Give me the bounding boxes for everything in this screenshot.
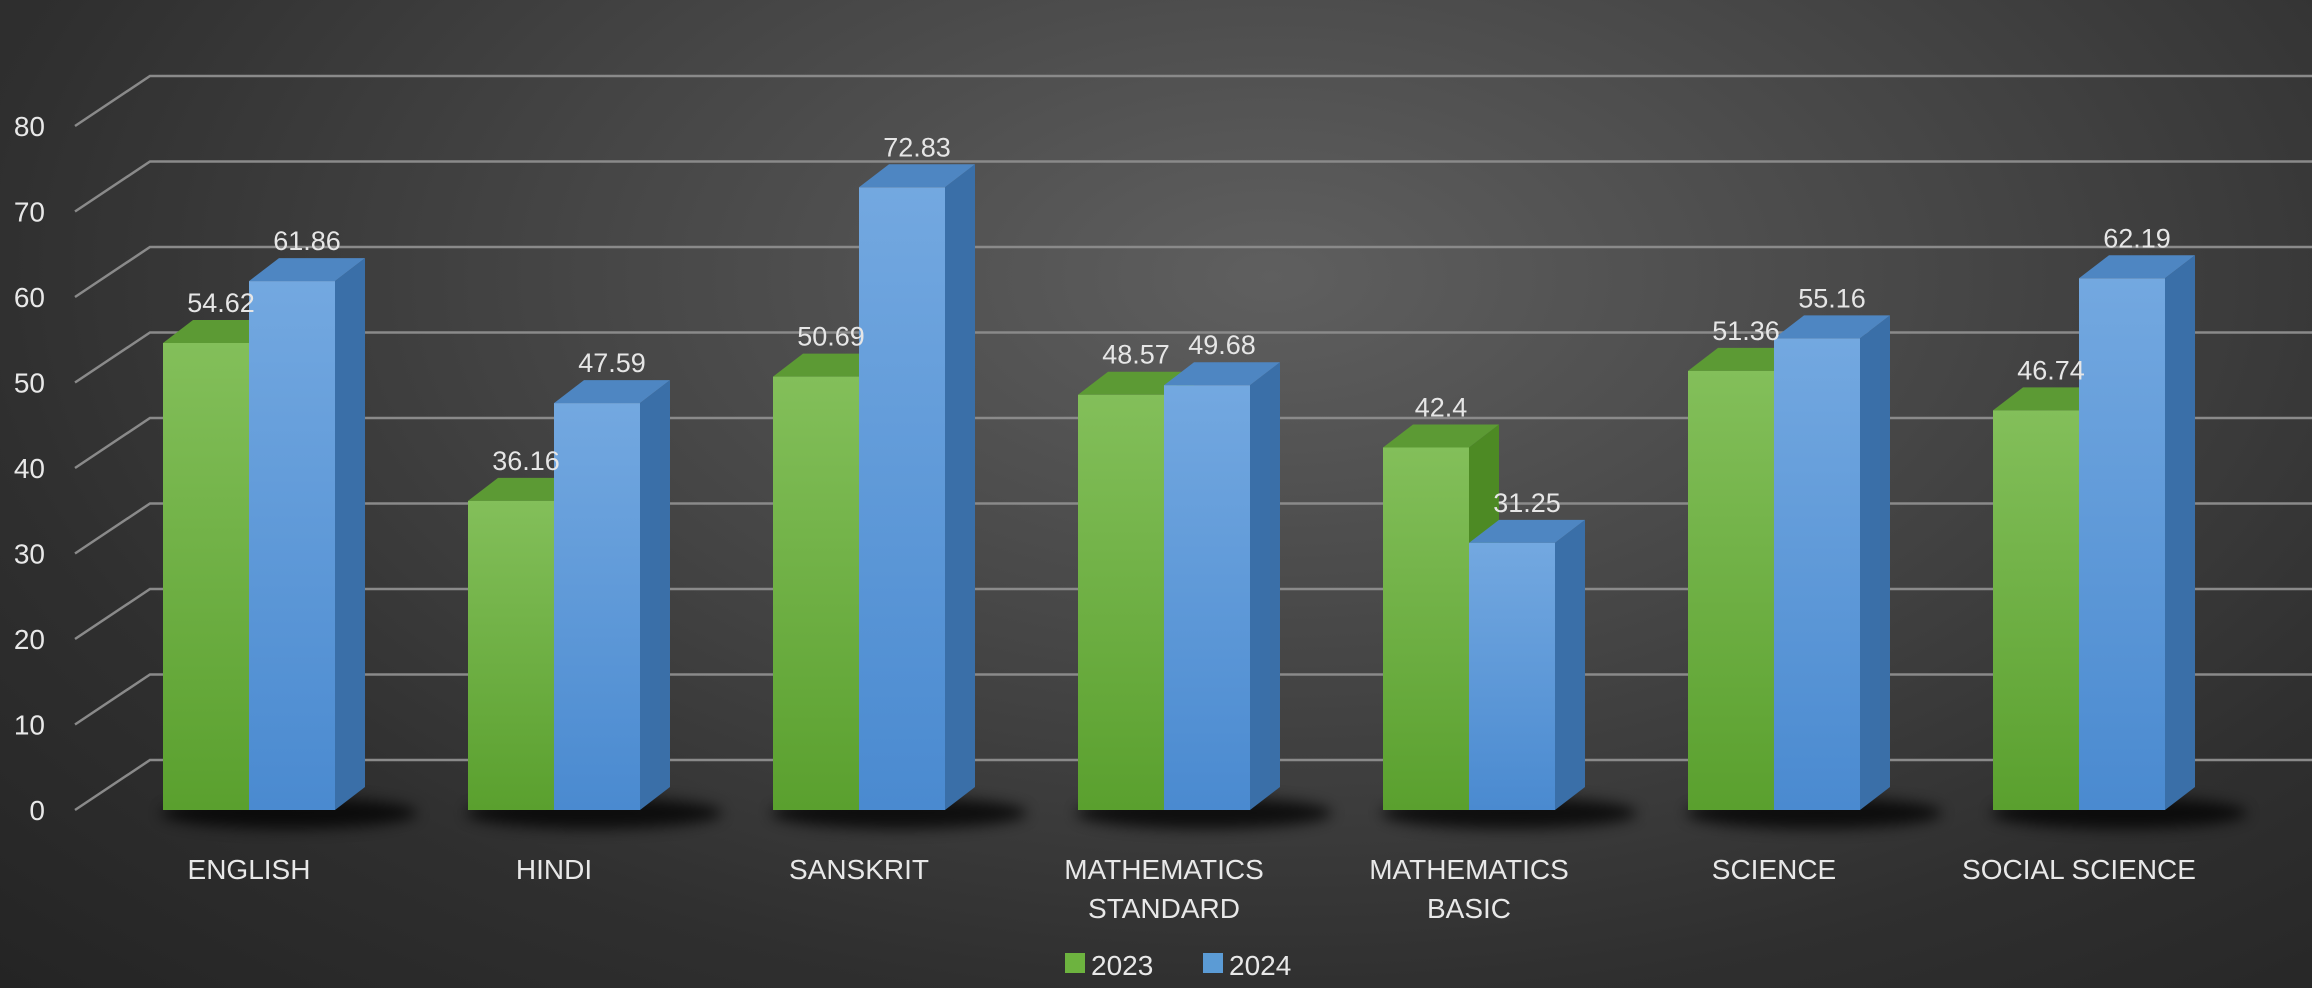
x-tick-label: MATHEMATICS xyxy=(1369,854,1569,885)
bar-top xyxy=(1164,362,1280,386)
bar xyxy=(249,258,365,810)
bar-side xyxy=(1250,362,1280,810)
bar-front xyxy=(1078,394,1164,810)
gridline xyxy=(74,587,2312,641)
gridline xyxy=(74,331,2312,384)
bar-front xyxy=(1993,410,2079,810)
gridline xyxy=(74,416,2312,470)
bar-front xyxy=(1469,542,1555,810)
legend-swatch xyxy=(1203,953,1223,973)
data-label: 36.16 xyxy=(492,446,560,476)
x-tick-label: ENGLISH xyxy=(188,854,311,885)
data-label: 62.19 xyxy=(2103,223,2171,253)
data-label: 51.36 xyxy=(1712,316,1780,346)
bar xyxy=(859,164,975,811)
bar-front xyxy=(859,187,945,811)
x-tick-label: HINDI xyxy=(516,854,592,885)
gridline xyxy=(74,160,2312,213)
y-tick-label: 10 xyxy=(14,710,45,741)
y-tick-label: 60 xyxy=(14,282,45,313)
bar-side xyxy=(1555,519,1585,810)
legend-label: 2024 xyxy=(1229,950,1291,981)
data-label: 42.4 xyxy=(1415,392,1468,422)
bar-front xyxy=(1688,370,1774,810)
gridline xyxy=(74,502,2312,555)
bar-top xyxy=(859,164,975,188)
gridline xyxy=(74,673,2312,726)
bar-front xyxy=(2079,278,2165,810)
data-label: 50.69 xyxy=(797,322,865,352)
data-label: 72.83 xyxy=(883,132,951,162)
data-label: 61.86 xyxy=(273,226,341,256)
y-tick-label: 30 xyxy=(14,539,45,570)
bar-front xyxy=(1164,385,1250,810)
data-label: 49.68 xyxy=(1188,330,1256,360)
x-tick-label: MATHEMATICS xyxy=(1064,854,1264,885)
legend-item: 2024 xyxy=(1203,950,1291,981)
bar-side xyxy=(2165,255,2195,810)
y-tick-label: 80 xyxy=(14,111,45,142)
bar-front xyxy=(163,342,249,810)
x-tick-label: STANDARD xyxy=(1088,893,1240,924)
gridline xyxy=(74,245,2312,299)
data-label: 55.16 xyxy=(1798,283,1866,313)
bar xyxy=(1469,519,1585,810)
bar xyxy=(2079,255,2195,810)
y-tick-label: 0 xyxy=(29,795,45,826)
bar xyxy=(554,380,670,810)
bar xyxy=(1774,315,1890,810)
y-tick-label: 50 xyxy=(14,368,45,399)
bar-top xyxy=(1383,424,1499,448)
x-tick-label: SCIENCE xyxy=(1712,854,1836,885)
legend-label: 2023 xyxy=(1091,950,1153,981)
gridline xyxy=(74,758,2312,812)
legend-item: 2023 xyxy=(1065,950,1153,981)
data-label: 31.25 xyxy=(1493,488,1561,518)
data-label: 54.62 xyxy=(187,288,255,318)
bar-front xyxy=(554,403,640,810)
bar-front xyxy=(249,281,335,810)
bar-side xyxy=(945,164,975,811)
bar-side xyxy=(640,380,670,810)
bar-front xyxy=(1383,447,1469,810)
bar-top xyxy=(554,380,670,404)
x-tick-label: BASIC xyxy=(1427,893,1511,924)
x-tick-label: SOCIAL SCIENCE xyxy=(1962,854,2196,885)
bar-side xyxy=(335,258,365,810)
y-tick-label: 20 xyxy=(14,624,45,655)
x-tick-label: SANSKRIT xyxy=(789,854,929,885)
y-tick-label: 40 xyxy=(14,453,45,484)
bar-top xyxy=(1469,519,1585,543)
bar-front xyxy=(773,376,859,810)
bar-top xyxy=(2079,255,2195,279)
bar-top xyxy=(249,258,365,282)
legend-swatch xyxy=(1065,953,1085,973)
gridline xyxy=(74,74,2312,128)
bar-top xyxy=(1774,315,1890,339)
data-label: 48.57 xyxy=(1102,340,1170,370)
bar-side xyxy=(1860,315,1890,810)
data-label: 46.74 xyxy=(2017,355,2085,385)
data-label: 47.59 xyxy=(578,348,646,378)
bar-front xyxy=(468,500,554,810)
y-tick-label: 70 xyxy=(14,197,45,228)
bar xyxy=(1164,362,1280,810)
bar-front xyxy=(1774,338,1860,810)
